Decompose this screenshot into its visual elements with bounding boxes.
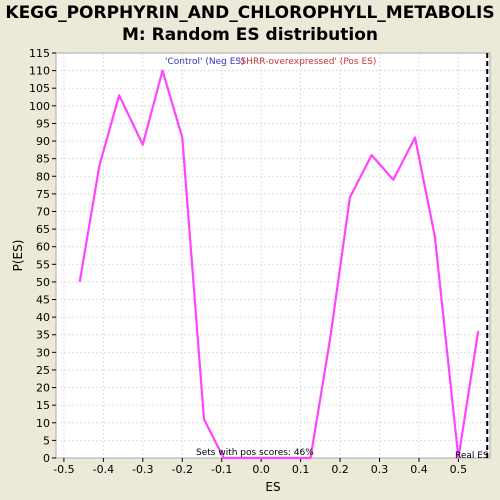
y-tick-label: 65: [36, 223, 50, 236]
chart-title-line-2: M: Random ES distribution: [121, 25, 378, 45]
pos-es-label: 'SHRR-overexpressed' (Pos ES): [238, 57, 376, 67]
x-tick-label: -0.1: [211, 463, 232, 476]
y-tick-label: 5: [43, 434, 50, 447]
y-tick-label: 0: [43, 452, 50, 465]
x-axis-label: ES: [265, 480, 280, 494]
y-tick-label: 10: [36, 417, 50, 430]
y-tick-label: 110: [29, 65, 50, 78]
y-tick-label: 75: [36, 188, 50, 201]
y-tick-label: 100: [29, 100, 50, 113]
y-tick-label: 60: [36, 241, 50, 254]
y-tick-label: 115: [29, 47, 50, 60]
plot-area: [56, 53, 490, 458]
y-tick-label: 55: [36, 258, 50, 271]
y-tick-label: 35: [36, 329, 50, 342]
y-tick-label: 70: [36, 205, 50, 218]
x-tick-label: 0.3: [371, 463, 389, 476]
y-tick-label: 90: [36, 135, 50, 148]
x-tick-label: -0.3: [132, 463, 153, 476]
y-tick-label: 30: [36, 346, 50, 359]
y-axis-label: P(ES): [11, 240, 25, 272]
y-tick-label: 50: [36, 276, 50, 289]
y-tick-label: 40: [36, 311, 50, 324]
y-tick-label: 95: [36, 117, 50, 130]
x-tick-label: -0.2: [172, 463, 193, 476]
x-tick-label: 0.4: [410, 463, 428, 476]
x-tick-label: 0.5: [450, 463, 468, 476]
y-tick-label: 45: [36, 294, 50, 307]
chart-title-line-1: KEGG_PORPHYRIN_AND_CHLOROPHYLL_METABOLIS: [5, 3, 495, 23]
x-tick-label: 0.2: [331, 463, 349, 476]
y-tick-label: 80: [36, 170, 50, 183]
y-tick-label: 25: [36, 364, 50, 377]
x-tick-label: -0.5: [53, 463, 74, 476]
ticks: 0 5 10 15 20 25 30 35 40 45 50 55 60 65 70 75 80 85 90 95 10…: [29, 47, 467, 476]
y-tick-label: 85: [36, 153, 50, 166]
neg-es-label: 'Control' (Neg ES): [165, 57, 245, 67]
x-tick-label: 0.1: [292, 463, 310, 476]
y-tick-label: 15: [36, 399, 50, 412]
series-line: [78, 69, 480, 460]
pos-scores-annotation: Sets with pos scores: 46%: [196, 448, 314, 458]
real-es-label: Real ES: [455, 451, 489, 461]
y-tick-label: 20: [36, 382, 50, 395]
x-tick-label: -0.4: [93, 463, 114, 476]
y-tick-label: 105: [29, 82, 50, 95]
x-tick-label: 0.0: [252, 463, 270, 476]
grid-lines: [56, 52, 490, 459]
